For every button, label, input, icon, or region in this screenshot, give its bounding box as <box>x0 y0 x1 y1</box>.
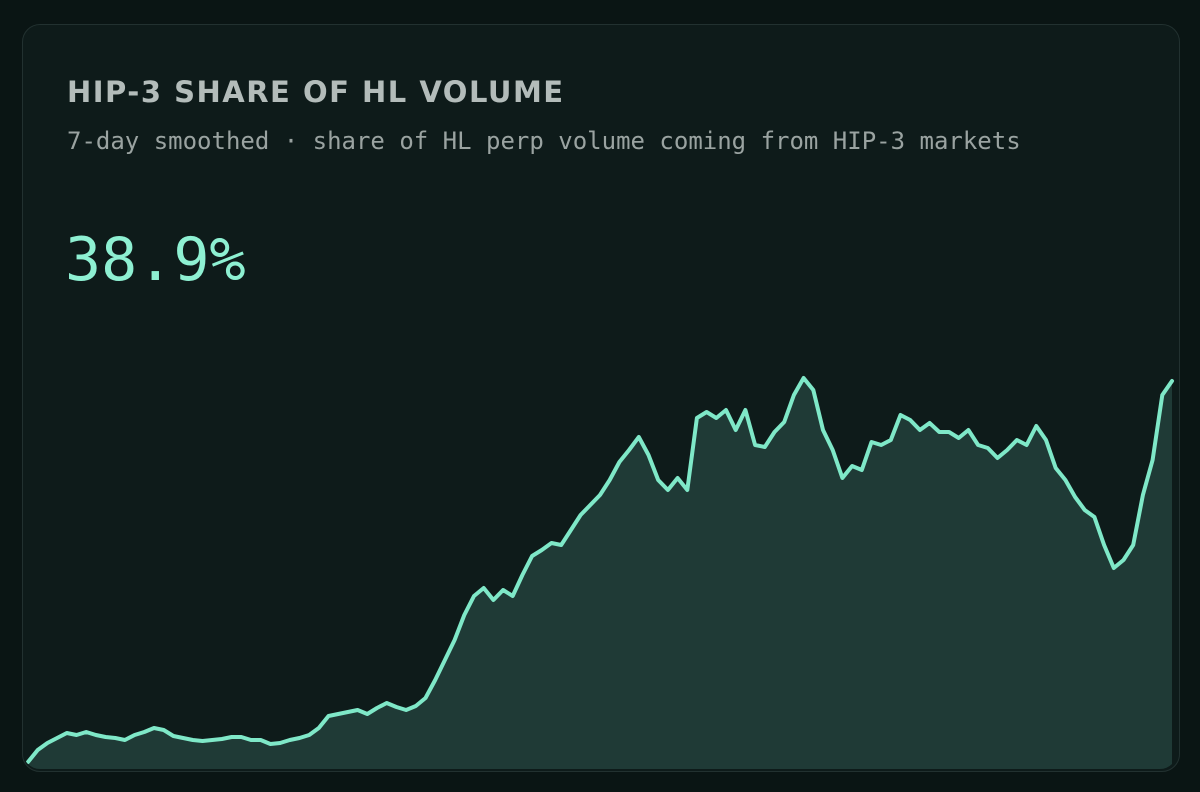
headline-value: 38.9% <box>65 225 246 295</box>
line <box>26 376 1174 764</box>
area-fill <box>28 378 1172 769</box>
plot-area <box>26 376 1174 769</box>
card-title: HIP-3 SHARE OF HL VOLUME <box>67 75 565 109</box>
card-subtitle: 7-day smoothed · share of HL perp volume… <box>67 127 1021 155</box>
